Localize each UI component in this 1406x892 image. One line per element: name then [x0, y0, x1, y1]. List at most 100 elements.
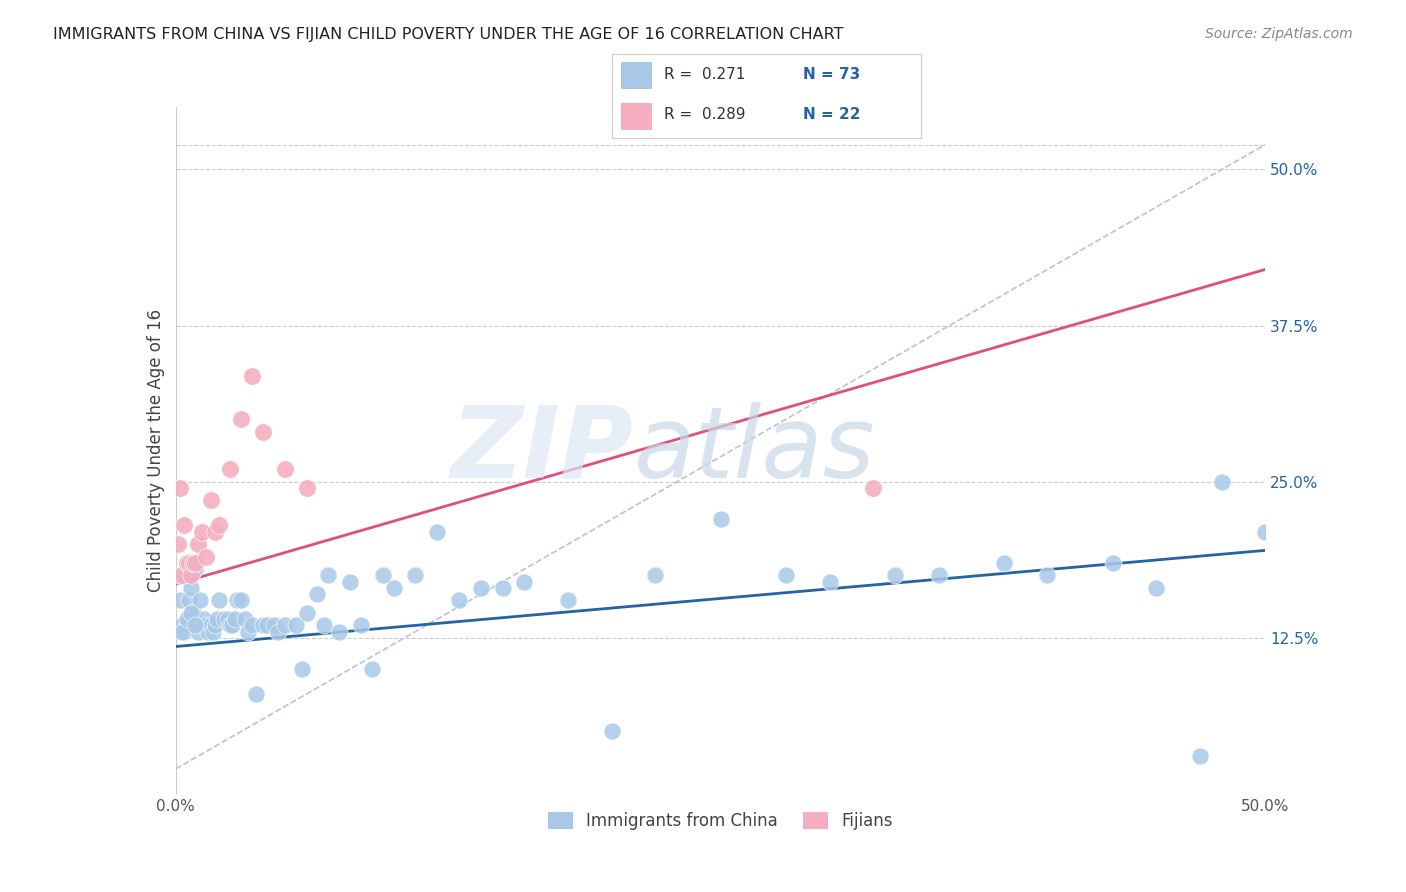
- Point: [173, 518, 195, 533]
- Point: [274, 618, 297, 632]
- Point: [252, 618, 274, 632]
- Point: [328, 624, 350, 639]
- Point: [184, 556, 207, 570]
- Point: [263, 618, 285, 632]
- Point: [1211, 475, 1233, 489]
- Point: [219, 618, 242, 632]
- Point: [291, 662, 314, 676]
- Point: [339, 574, 361, 589]
- Point: [177, 556, 200, 570]
- Point: [318, 568, 340, 582]
- Point: [884, 568, 907, 582]
- Point: [426, 524, 449, 539]
- Point: [186, 624, 209, 639]
- Point: [382, 581, 405, 595]
- Point: [236, 624, 259, 639]
- Point: [186, 537, 209, 551]
- Point: [350, 618, 373, 632]
- Point: [181, 606, 204, 620]
- Point: [169, 481, 191, 495]
- Point: [1254, 524, 1277, 539]
- Point: [180, 606, 202, 620]
- Point: [644, 568, 666, 582]
- Point: [245, 687, 267, 701]
- Point: [775, 568, 797, 582]
- Point: [274, 462, 297, 476]
- Point: [172, 568, 194, 582]
- Point: [176, 556, 198, 570]
- Point: [295, 481, 318, 495]
- Point: [200, 618, 222, 632]
- Point: [252, 425, 274, 439]
- Point: [172, 624, 194, 639]
- Point: [492, 581, 515, 595]
- Point: [204, 524, 226, 539]
- Point: [470, 581, 492, 595]
- Point: [181, 556, 204, 570]
- Point: [180, 568, 202, 582]
- Text: ZIP: ZIP: [450, 402, 633, 499]
- Point: [193, 612, 215, 626]
- Point: [600, 724, 623, 739]
- Point: [1036, 568, 1059, 582]
- Point: [371, 568, 394, 582]
- Text: R =  0.271: R = 0.271: [664, 67, 745, 82]
- Point: [184, 618, 207, 632]
- Point: [169, 593, 191, 607]
- Point: [231, 412, 253, 426]
- Point: [312, 618, 335, 632]
- Point: [191, 618, 214, 632]
- Point: [219, 462, 242, 476]
- Point: [256, 618, 278, 632]
- Point: [204, 618, 226, 632]
- Point: [195, 549, 218, 564]
- Point: [180, 581, 202, 595]
- Text: N = 22: N = 22: [803, 107, 860, 122]
- Point: [267, 624, 290, 639]
- Point: [928, 568, 950, 582]
- Y-axis label: Child Poverty Under the Age of 16: Child Poverty Under the Age of 16: [146, 309, 165, 592]
- Point: [191, 524, 214, 539]
- Point: [184, 562, 207, 576]
- Point: [240, 618, 263, 632]
- Point: [862, 481, 884, 495]
- Point: [195, 618, 218, 632]
- Point: [240, 368, 263, 383]
- Bar: [621, 103, 652, 130]
- Point: [993, 556, 1015, 570]
- Point: [177, 593, 200, 607]
- Point: [1189, 749, 1212, 764]
- Point: [217, 612, 239, 626]
- Text: N = 73: N = 73: [803, 67, 860, 82]
- Text: Source: ZipAtlas.com: Source: ZipAtlas.com: [1205, 27, 1353, 41]
- Point: [188, 593, 211, 607]
- Text: R =  0.289: R = 0.289: [664, 107, 745, 122]
- Point: [231, 593, 253, 607]
- Point: [1144, 581, 1167, 595]
- Point: [513, 574, 536, 589]
- Point: [173, 624, 195, 639]
- Point: [1102, 556, 1125, 570]
- Point: [224, 612, 246, 626]
- Point: [205, 612, 228, 626]
- Point: [447, 593, 470, 607]
- Point: [295, 606, 318, 620]
- Point: [235, 612, 257, 626]
- Point: [557, 593, 579, 607]
- Point: [212, 612, 235, 626]
- Point: [201, 624, 224, 639]
- Point: [818, 574, 841, 589]
- Point: [284, 618, 307, 632]
- Point: [221, 618, 243, 632]
- Point: [405, 568, 427, 582]
- Point: [208, 593, 231, 607]
- Point: [176, 612, 198, 626]
- Point: [710, 512, 733, 526]
- Point: [197, 624, 219, 639]
- Point: [208, 518, 231, 533]
- Text: IMMIGRANTS FROM CHINA VS FIJIAN CHILD POVERTY UNDER THE AGE OF 16 CORRELATION CH: IMMIGRANTS FROM CHINA VS FIJIAN CHILD PO…: [53, 27, 844, 42]
- Point: [176, 618, 198, 632]
- Point: [200, 493, 222, 508]
- Text: atlas: atlas: [633, 402, 875, 499]
- Point: [172, 618, 194, 632]
